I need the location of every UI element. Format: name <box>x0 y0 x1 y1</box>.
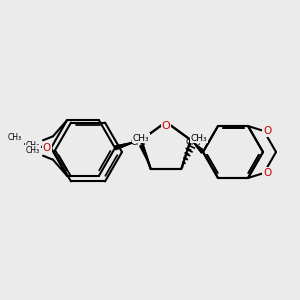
Text: CH₃: CH₃ <box>131 137 146 146</box>
Polygon shape <box>114 140 141 150</box>
Text: O: O <box>43 143 51 153</box>
Text: CH₃: CH₃ <box>26 141 40 150</box>
Text: O: O <box>43 143 51 153</box>
Text: CH₃: CH₃ <box>8 134 22 142</box>
Text: CH₃: CH₃ <box>185 137 201 146</box>
Text: O: O <box>27 148 35 158</box>
Text: O: O <box>263 126 271 136</box>
Text: O: O <box>162 121 170 131</box>
Text: O: O <box>263 168 271 178</box>
Polygon shape <box>139 144 151 169</box>
Text: O: O <box>162 122 170 132</box>
Polygon shape <box>191 140 205 154</box>
Polygon shape <box>114 140 141 150</box>
Text: CH₃: CH₃ <box>191 134 208 142</box>
Text: CH₃: CH₃ <box>26 146 40 155</box>
Polygon shape <box>191 140 205 154</box>
Text: CH₃: CH₃ <box>132 134 149 142</box>
